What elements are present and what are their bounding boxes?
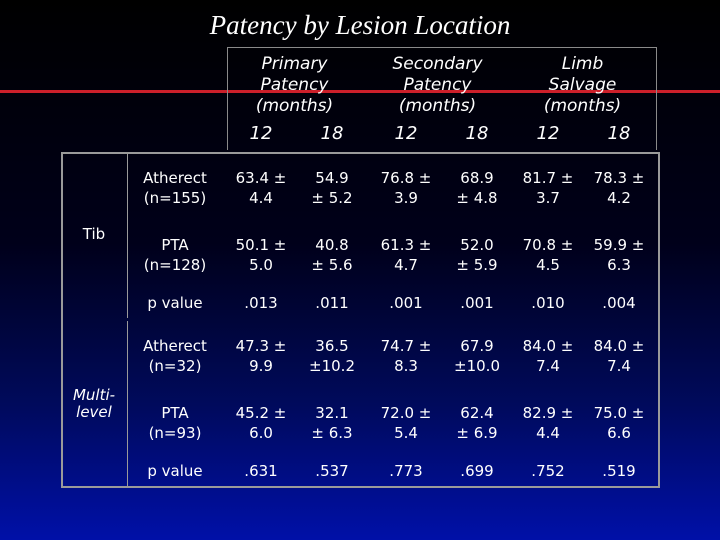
table-cell: .699: [460, 462, 494, 480]
month-label: 18: [320, 123, 344, 144]
table-cell: 76.8 ±3.9: [380, 169, 432, 207]
table-cell: 45.2 ±6.0: [235, 404, 287, 442]
row-label: p value: [147, 462, 203, 480]
row-label: PTA (n=93): [148, 404, 202, 442]
table-cell: .001: [460, 294, 494, 312]
table-cell: 62.4 ± 6.9: [456, 404, 498, 442]
month-label: 18: [465, 123, 489, 144]
row-label: PTA (n=128): [143, 236, 207, 274]
table-cell: .773: [389, 462, 423, 480]
table-cell: 47.3 ±9.9: [235, 337, 287, 375]
table-cell: 61.3 ±4.7: [380, 236, 432, 274]
month-label: 12: [394, 123, 418, 144]
table-cell: 78.3 ±4.2: [593, 169, 645, 207]
table-cell: .752: [531, 462, 565, 480]
table-cell: .001: [389, 294, 423, 312]
group-label-multilevel: Multi-level: [72, 386, 116, 421]
red-divider-line: [0, 90, 720, 93]
table-cell: 81.7 ±3.7: [522, 169, 574, 207]
table-cell: 75.0 ±6.6: [593, 404, 645, 442]
table-cell: 74.7 ±8.3: [380, 337, 432, 375]
page-title: Patency by Lesion Location: [209, 10, 511, 40]
group-label-tib: Tib: [82, 225, 106, 243]
table-cell: .004: [602, 294, 636, 312]
table-cell: .013: [244, 294, 278, 312]
row-label: Atherect (n=155): [143, 169, 207, 207]
table-cell: 84.0 ±7.4: [522, 337, 574, 375]
table-cell: 32.1 ± 6.3: [311, 404, 353, 442]
table-cell: 67.9 ±10.0: [454, 337, 500, 375]
header-primary-patency: Primary Patency (months): [255, 54, 334, 116]
table-cell: 84.0 ±7.4: [593, 337, 645, 375]
table-cell: .010: [531, 294, 565, 312]
row-label: p value: [147, 294, 203, 312]
table-cell: 40.8 ± 5.6: [311, 236, 353, 274]
table-cell: .519: [602, 462, 636, 480]
header-limb-salvage: Limb Salvage (months): [543, 54, 622, 116]
month-label: 18: [607, 123, 631, 144]
month-label: 12: [249, 123, 273, 144]
table-cell: 54.9 ± 5.2: [311, 169, 353, 207]
header-box: [227, 47, 657, 150]
table-cell: .537: [315, 462, 349, 480]
table-cell: 59.9 ±6.3: [593, 236, 645, 274]
header-secondary-patency: Secondary Patency (months): [392, 54, 483, 116]
group-divider: [127, 153, 128, 318]
group-divider: [127, 321, 128, 487]
table-cell: 63.4 ±4.4: [235, 169, 287, 207]
data-table-frame: [61, 152, 660, 488]
table-cell: 72.0 ±5.4: [380, 404, 432, 442]
table-cell: .011: [315, 294, 349, 312]
table-cell: 70.8 ±4.5: [522, 236, 574, 274]
month-label: 12: [536, 123, 560, 144]
row-label: Atherect (n=32): [143, 337, 207, 375]
table-cell: 68.9 ± 4.8: [456, 169, 498, 207]
table-cell: 36.5 ±10.2: [309, 337, 355, 375]
table-cell: 52.0 ± 5.9: [456, 236, 498, 274]
table-cell: 82.9 ±4.4: [522, 404, 574, 442]
table-cell: .631: [244, 462, 278, 480]
table-cell: 50.1 ±5.0: [235, 236, 287, 274]
